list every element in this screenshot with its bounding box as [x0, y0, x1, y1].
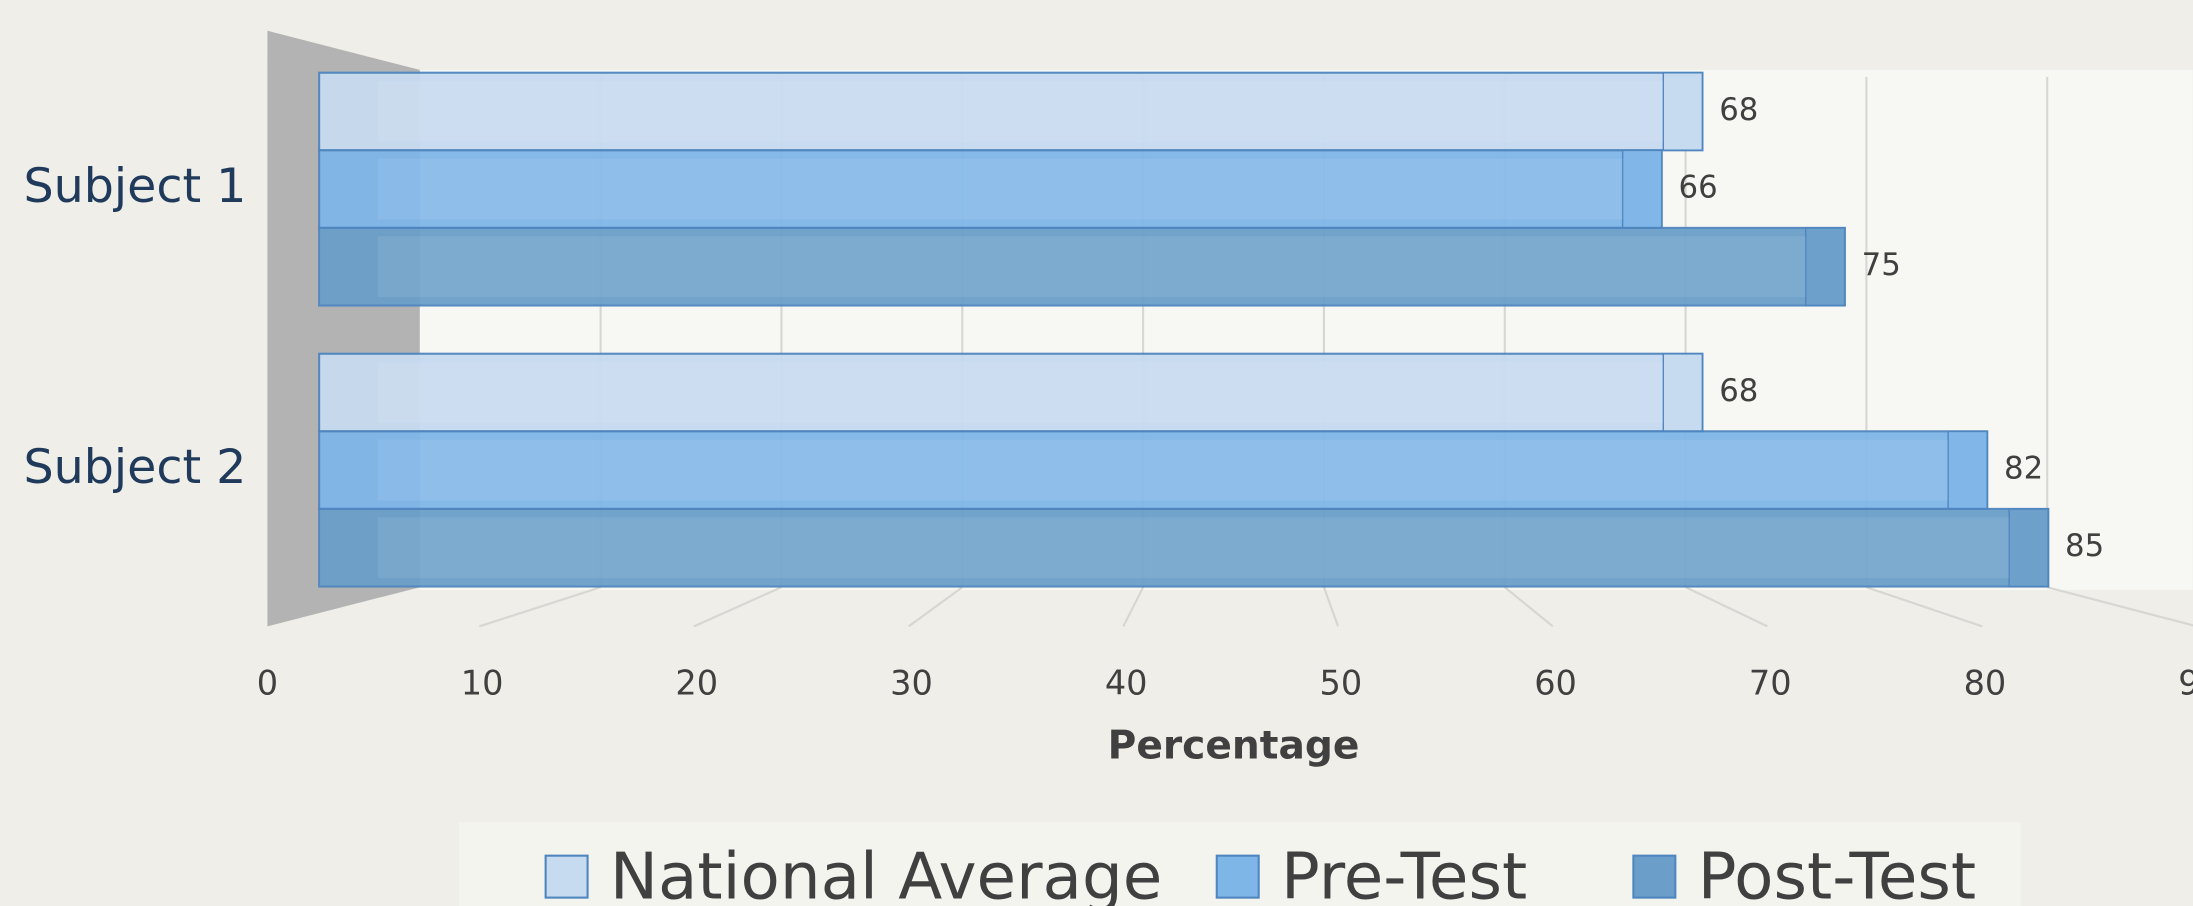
legend-label: Pre-Test — [1281, 839, 1527, 906]
legend-swatch — [1215, 854, 1260, 899]
legend-swatch — [544, 854, 589, 899]
data-label: 68 — [1719, 92, 1758, 128]
x-tick-label: 50 — [1320, 664, 1363, 703]
floor-line — [2046, 586, 2193, 627]
bar-end-face — [1662, 353, 1704, 433]
bar-end-face — [1662, 72, 1704, 151]
x-tick-label: 20 — [675, 664, 718, 703]
x-tick-label: 80 — [1964, 664, 2007, 703]
y-tick-label: Subject 1 — [23, 159, 246, 214]
bar — [318, 507, 2050, 588]
x-axis-title: Percentage — [1108, 724, 1360, 769]
x-tick-label: 0 — [257, 664, 278, 703]
bar-end-face — [1805, 227, 1846, 307]
bar-inner — [377, 439, 1949, 501]
data-label: 75 — [1862, 247, 1901, 283]
bar-inner — [377, 81, 1664, 142]
x-tick-label: 10 — [461, 664, 504, 703]
floor-line — [1322, 586, 1340, 627]
legend-swatch — [1632, 854, 1677, 899]
x-tick-label: 90 — [2178, 664, 2193, 703]
floor-line — [1504, 586, 1554, 628]
bar-inner — [377, 236, 1806, 298]
bar-end-face — [1621, 149, 1663, 229]
x-tick-label: 40 — [1105, 664, 1148, 703]
bar-inner — [377, 158, 1623, 220]
floor-line — [693, 586, 782, 628]
bar-inner — [377, 362, 1664, 423]
bar-inner — [377, 517, 2010, 579]
x-tick-label: 60 — [1534, 664, 1577, 703]
floor-line — [1685, 586, 1768, 628]
floor-line — [478, 586, 601, 628]
legend-label: Post-Test — [1698, 839, 1976, 906]
x-tick-label: 70 — [1749, 664, 1792, 703]
floor-line — [908, 586, 963, 628]
x-tick-label: 30 — [890, 664, 933, 703]
data-label: 66 — [1679, 170, 1718, 206]
data-label: 85 — [2065, 528, 2104, 564]
bar-end-face — [2008, 508, 2049, 588]
bar-end-face — [1947, 430, 1988, 510]
floor-line — [1866, 586, 1983, 628]
data-label: 68 — [1719, 373, 1758, 409]
legend-label: National Average — [610, 839, 1162, 906]
data-label: 82 — [2004, 451, 2043, 487]
y-tick-label: Subject 2 — [23, 440, 246, 495]
bar — [318, 71, 1704, 152]
floor-line — [1122, 586, 1145, 627]
